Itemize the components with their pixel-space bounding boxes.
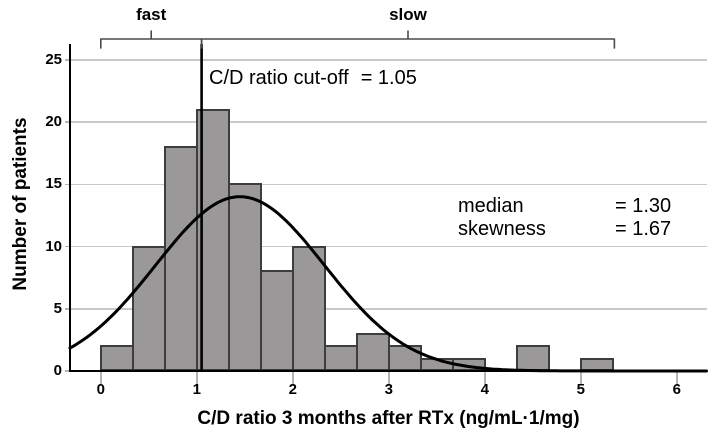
x-tick-label: 3 [384,381,393,398]
x-tick-label: 1 [192,381,201,398]
cutoff-annotation-value: = 1.05 [360,67,417,89]
bracket-label-slow: slow [389,5,427,24]
histogram-bar [515,345,550,371]
histogram-bar [227,183,262,371]
y-gridline [70,59,707,61]
x-axis-line [68,369,707,373]
bracket-label-fast: fast [136,5,167,24]
histogram-bar [323,345,358,371]
y-tick-mark [64,59,70,61]
y-tick-label: 20 [45,113,62,130]
stat-value-skewness: = 1.67 [615,218,672,240]
stats-annotation: median = 1.30 skewness = 1.67 [458,195,671,241]
x-tick-mark [580,370,582,385]
histogram-bar [131,245,166,371]
x-tick-mark [676,370,678,385]
histogram-bar [195,108,230,371]
histogram-bar [163,145,198,371]
y-tick-label: 10 [45,237,62,255]
cutoff-annotation-label: C/D ratio cut-off [209,67,349,89]
x-axis-title: C/D ratio 3 months after RTx (ng/mL·1/mg… [197,408,580,429]
x-tick-label: 2 [288,381,297,398]
x-tick-label: 4 [480,381,489,398]
histogram-bar [99,345,134,371]
x-tick-label: 0 [96,381,105,398]
stat-value-median: = 1.30 [615,195,672,217]
x-tick-mark [484,370,486,385]
y-tick-label: 5 [53,299,62,317]
y-gridline [70,183,707,185]
histogram-bar [259,270,294,371]
x-tick-mark [388,370,390,385]
y-gridline [70,121,707,123]
y-tick-mark [64,245,70,248]
stat-label-skewness: skewness [458,218,546,240]
y-tick-mark [64,183,70,185]
x-tick-mark [196,370,198,385]
y-axis-title: Number of patients [10,117,31,291]
y-tick-label: 0 [53,362,62,379]
stat-label-median: median [458,195,524,217]
x-tick-mark [292,370,294,385]
y-tick-label: 25 [45,50,62,68]
histogram-bar [355,332,390,371]
x-tick-label: 6 [672,381,681,398]
fast-range-bracket [100,30,203,49]
y-tick-mark [64,370,70,372]
histogram-bar [387,345,422,371]
y-tick-label: 15 [45,175,62,193]
slow-range-bracket [200,30,616,49]
y-axis-line [68,44,72,373]
x-tick-mark [100,370,102,385]
histogram-bar [291,245,326,371]
y-tick-mark [64,121,70,123]
cutoff-annotation: C/D ratio cut-off = 1.05 [209,66,417,90]
y-tick-mark [64,308,70,310]
x-tick-label: 5 [576,381,585,398]
